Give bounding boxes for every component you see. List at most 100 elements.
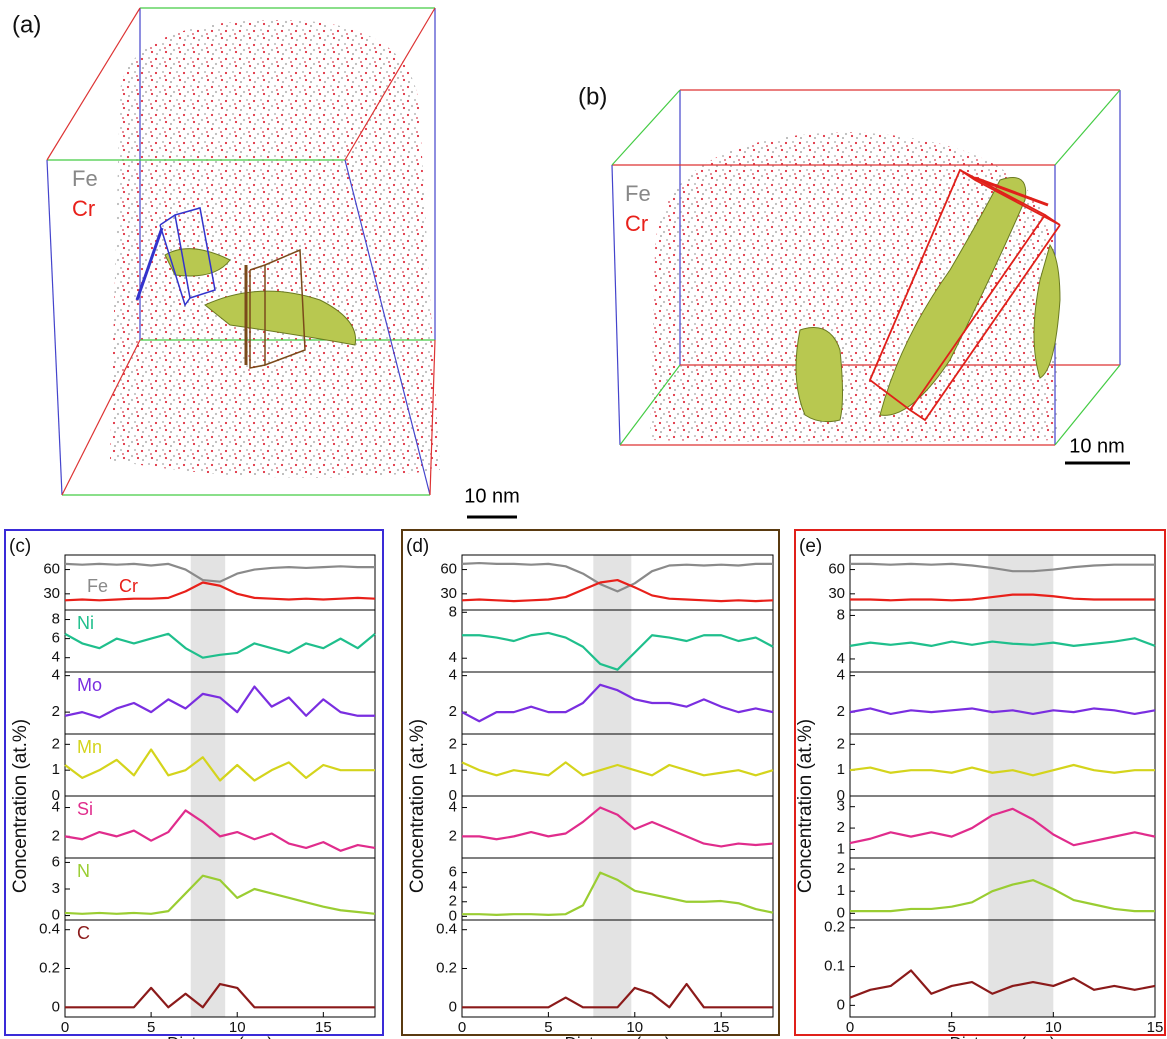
series-label: Cr [119, 576, 138, 596]
y-tick-label: 0 [52, 907, 60, 924]
y-tick-label: 2 [837, 703, 845, 720]
y-tick-label: 2 [449, 827, 457, 844]
y-tick-label: 6 [52, 853, 60, 870]
scale-text: 10 nm [464, 485, 520, 507]
series-line [64, 874, 376, 915]
series-line [64, 685, 375, 719]
scale-text: 10 nm [1069, 435, 1125, 457]
y-tick-label: 3 [52, 880, 60, 897]
y-tick-label: 4 [52, 799, 60, 816]
y-tick-label: 60 [828, 561, 845, 578]
y-tick-label: 0 [52, 998, 60, 1015]
series-line [850, 562, 1155, 573]
y-tick-label: 30 [43, 585, 60, 602]
y-tick-label: 6 [449, 864, 457, 881]
x-tick-label: 0 [458, 1019, 466, 1036]
y-tick-label: 2 [52, 703, 60, 720]
arrow [135, 227, 164, 301]
y-tick-label: 2 [449, 893, 457, 910]
y-tick-label: 4 [52, 649, 60, 666]
legend-cr: Cr [625, 211, 648, 236]
x-tick-label: 5 [544, 1019, 552, 1036]
y-tick-label: 1 [449, 761, 457, 778]
series-line [461, 561, 773, 593]
panel-frame [794, 529, 1166, 1036]
select-box [249, 248, 306, 369]
y-tick-label: 3 [837, 798, 845, 815]
y-tick-label: 2 [837, 819, 845, 836]
series-line [64, 809, 376, 852]
panel-b: (b) Fe Cr 10 nm [578, 83, 1130, 465]
cluster [879, 177, 1027, 416]
x-tick-label: 15 [315, 1019, 332, 1036]
series-label: Fe [87, 576, 108, 596]
x-tick-label: 10 [229, 1019, 246, 1036]
y-tick-label: 4 [837, 667, 845, 684]
series-line [461, 761, 774, 777]
panel-label: (d) [406, 536, 429, 557]
y-tick-label: 8 [449, 603, 457, 620]
cluster [204, 290, 357, 346]
panel-label: (e) [799, 536, 822, 557]
highlight-band [190, 555, 226, 1017]
series-label: C [77, 923, 90, 943]
y-tick-label: 2 [837, 860, 845, 877]
x-tick-label: 10 [1045, 1019, 1062, 1036]
cluster [1033, 243, 1061, 379]
y-tick-label: 8 [837, 606, 845, 623]
y-tick-label: 2 [52, 735, 60, 752]
y-tick-label: 0 [449, 787, 457, 804]
y-tick-label: 4 [449, 667, 457, 684]
y-tick-label: 0.2 [824, 919, 845, 936]
highlight-band [988, 555, 1054, 1017]
x-tick-label: 15 [1147, 1019, 1164, 1036]
y-tick-label: 0 [52, 787, 60, 804]
panel-label: (a) [12, 11, 41, 38]
series-line [850, 879, 1155, 913]
y-tick-label: 60 [43, 561, 60, 578]
x-tick-label: 10 [626, 1019, 643, 1036]
y-tick-label: 1 [837, 840, 845, 857]
series-label: Ni [77, 613, 94, 633]
y-tick-label: 4 [449, 649, 457, 666]
atom-cloud [110, 20, 440, 478]
series-label: Mn [77, 737, 102, 757]
x-axis-label: Distance (nm) [167, 1033, 273, 1039]
series-line [462, 806, 774, 848]
y-tick-label: 0.4 [436, 921, 457, 938]
y-axis-label: Concentration (at.%) [407, 719, 428, 893]
y-tick-label: 8 [52, 611, 60, 628]
x-tick-label: 5 [147, 1019, 155, 1036]
y-tick-label: 1 [837, 882, 845, 899]
x-tick-label: 15 [713, 1019, 730, 1036]
select-box [159, 207, 216, 307]
series-line [849, 807, 1156, 847]
y-tick-label: 6 [52, 630, 60, 647]
panel-frame [401, 529, 780, 1036]
y-tick-label: 0.2 [436, 959, 457, 976]
y-tick-label: 60 [440, 561, 457, 578]
series-line [849, 763, 1155, 777]
x-axis-label: Distance (nm) [950, 1033, 1056, 1039]
y-tick-label: 0 [837, 996, 845, 1013]
y-tick-label: 4 [449, 878, 457, 895]
y-tick-label: 4 [52, 667, 60, 684]
y-tick-label: 2 [449, 735, 457, 752]
highlight-band [593, 555, 632, 1017]
series-line [64, 562, 375, 583]
legend-cr: Cr [72, 196, 95, 221]
series-line [461, 683, 774, 723]
y-tick-label: 4 [837, 650, 845, 667]
y-axis-label: Concentration (at.%) [10, 719, 31, 893]
x-tick-label: 0 [61, 1019, 69, 1036]
y-tick-label: 0 [449, 907, 457, 924]
legend-fe: Fe [72, 166, 98, 191]
select-box [868, 168, 1061, 422]
y-tick-label: 0.1 [824, 958, 845, 975]
series-line [461, 578, 774, 603]
y-tick-label: 0.4 [39, 921, 60, 938]
y-tick-label: 1 [837, 761, 845, 778]
panel-label: (c) [9, 536, 31, 557]
series-line [850, 593, 1155, 602]
y-tick-label: 0 [837, 787, 845, 804]
